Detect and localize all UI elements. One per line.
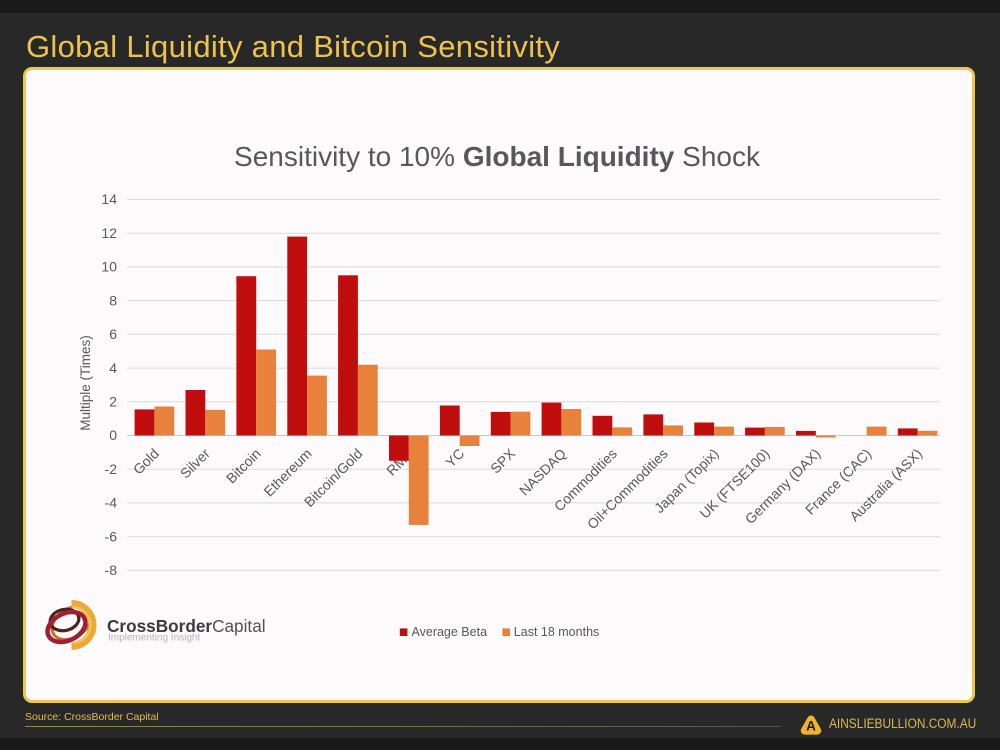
svg-text:10: 10 bbox=[101, 259, 117, 275]
svg-text:-6: -6 bbox=[105, 528, 118, 544]
svg-text:-2: -2 bbox=[105, 461, 118, 477]
svg-text:NASDAQ: NASDAQ bbox=[516, 445, 569, 498]
svg-text:0: 0 bbox=[109, 427, 117, 443]
svg-text:A: A bbox=[806, 718, 816, 733]
svg-text:Implementing Insight: Implementing Insight bbox=[108, 633, 200, 644]
svg-text:8: 8 bbox=[109, 292, 117, 308]
svg-text:Silver: Silver bbox=[177, 445, 213, 481]
svg-text:Last 18 months: Last 18 months bbox=[514, 625, 599, 639]
svg-text:14: 14 bbox=[101, 191, 117, 207]
svg-text:-4: -4 bbox=[105, 495, 118, 511]
svg-text:-8: -8 bbox=[105, 562, 118, 578]
svg-text:2: 2 bbox=[109, 394, 117, 410]
svg-text:Bitcoin: Bitcoin bbox=[223, 445, 264, 486]
svg-text:CrossBorderCapital: CrossBorderCapital bbox=[107, 616, 266, 636]
svg-text:12: 12 bbox=[101, 225, 117, 241]
svg-text:6: 6 bbox=[109, 326, 117, 342]
svg-text:Multiple (Times): Multiple (Times) bbox=[78, 335, 93, 431]
svg-text:YC: YC bbox=[442, 445, 467, 470]
svg-text:Ethereum: Ethereum bbox=[260, 445, 314, 499]
svg-text:4: 4 bbox=[109, 360, 117, 376]
svg-text:Sensitivity to 10% Global Liqu: Sensitivity to 10% Global Liquidity Shoc… bbox=[234, 141, 761, 172]
svg-text:SPX: SPX bbox=[487, 445, 519, 477]
svg-text:Average Beta: Average Beta bbox=[412, 625, 488, 639]
svg-text:Gold: Gold bbox=[130, 445, 162, 477]
